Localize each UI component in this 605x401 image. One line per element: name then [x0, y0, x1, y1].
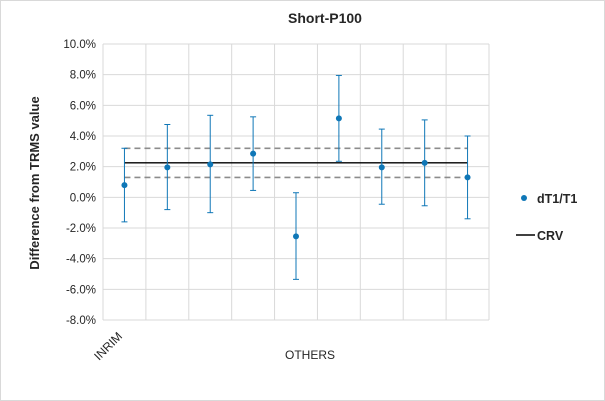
- y-tick-label: -8.0%: [66, 315, 96, 327]
- data-point: [464, 174, 471, 181]
- y-tick-label: 0.0%: [70, 192, 96, 204]
- data-point: [250, 150, 257, 157]
- chart-title: Short-P100: [288, 10, 362, 26]
- data-point: [293, 233, 299, 240]
- y-tick-label: 10.0%: [63, 39, 96, 51]
- legend-label-dt1: dT1/T1: [537, 192, 577, 206]
- legend: dT1/T1 CRV: [516, 192, 577, 243]
- legend-marker-dt1: [521, 195, 527, 201]
- y-tick-label: -6.0%: [66, 284, 96, 296]
- data-point: [378, 164, 385, 171]
- y-axis-label: Difference from TRMS value: [27, 96, 42, 269]
- crv-band-layer: [124, 147, 468, 179]
- y-tick-label: 6.0%: [70, 100, 96, 112]
- data-point: [207, 161, 214, 168]
- y-tick-label: -2.0%: [66, 223, 96, 235]
- data-point: [335, 115, 342, 122]
- legend-label-crv: CRV: [537, 229, 564, 243]
- y-tick-label: -4.0%: [66, 254, 96, 266]
- data-point: [121, 182, 128, 189]
- y-tick-label: 4.0%: [70, 131, 96, 143]
- x-axis-label: OTHERS: [285, 348, 335, 362]
- y-tick-labels: 10.0% 8.0% 6.0% 4.0% 2.0% 0.0% -2.0% -4.0% -6.0%…: [63, 39, 96, 327]
- y-tick-label: 8.0%: [70, 70, 96, 82]
- data-point: [421, 159, 428, 166]
- y-tick-label: 2.0%: [70, 162, 96, 174]
- data-layer: [121, 74, 471, 280]
- data-point: [164, 164, 171, 171]
